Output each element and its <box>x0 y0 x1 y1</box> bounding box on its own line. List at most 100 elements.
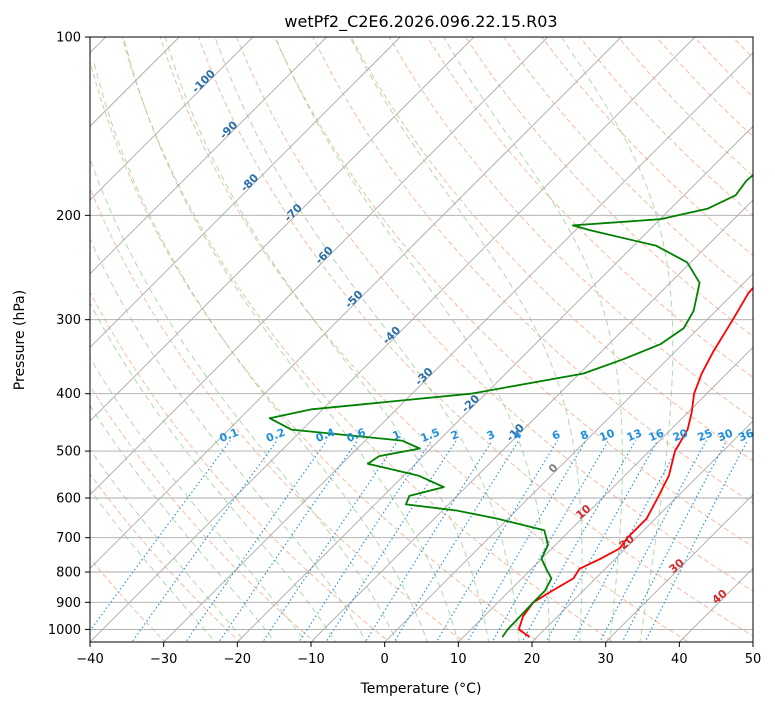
isotherm <box>236 125 753 642</box>
mixing-ratio-label: 0.1 <box>218 426 241 445</box>
mixing-ratio-label: 1.5 <box>419 426 442 445</box>
moist-adiabat <box>90 157 398 642</box>
x-tick-label: 20 <box>524 652 541 667</box>
dry-adiabat <box>655 37 753 138</box>
moist-adiabat <box>214 37 520 642</box>
isotherm <box>384 273 753 642</box>
y-axis-label: Pressure (hPa) <box>12 290 28 390</box>
y-tick-label: 900 <box>56 596 81 611</box>
y-tick-label: 700 <box>56 531 81 546</box>
mixing-ratio-label: 10 <box>598 426 617 444</box>
isotherm <box>163 52 753 642</box>
dry-adiabat <box>159 37 690 642</box>
mixing-ratio-label: 0.6 <box>345 426 368 445</box>
mixing-ratio-label: 20 <box>671 426 690 444</box>
moist-adiabat <box>443 37 623 642</box>
moist-adiabat <box>90 404 276 642</box>
mixing-ratio-label: 1 <box>391 428 403 443</box>
dry-adiabat <box>312 37 753 505</box>
moist-adiabat <box>90 237 367 642</box>
dry-adiabat <box>90 186 465 642</box>
isotherm-label: -100 <box>189 67 218 96</box>
y-tick-label: 400 <box>56 387 81 402</box>
moist-adiabat <box>90 356 307 642</box>
dry-adiabat <box>236 37 753 592</box>
temperature-profile <box>517 286 753 638</box>
y-tick-label: 800 <box>56 566 81 581</box>
moist-adiabat <box>90 488 216 642</box>
dry-adiabat <box>90 59 540 642</box>
isotherm <box>531 420 753 642</box>
x-tick-label: −30 <box>150 652 177 667</box>
mixing-ratio-line <box>262 440 399 642</box>
mixing-ratio-label: 0.4 <box>314 426 337 445</box>
mixing-ratio-line <box>545 440 659 642</box>
mixing-ratio-line <box>491 440 609 642</box>
dewpoint-profile <box>268 173 753 638</box>
dry-adiabat <box>541 37 753 257</box>
isotherm <box>457 346 753 642</box>
chart-title: wetPf2_C2E6.2026.096.22.15.R03 <box>284 12 557 32</box>
isotherm <box>90 37 180 127</box>
isotherm-label: -30 <box>412 365 435 388</box>
y-tick-label: 300 <box>56 313 81 328</box>
dry-adiabat <box>426 37 753 379</box>
dry-adiabat <box>617 37 753 177</box>
isotherm <box>605 494 753 642</box>
x-tick-label: −10 <box>297 652 324 667</box>
dry-adiabat <box>90 472 241 642</box>
mixing-ratio-label: 13 <box>625 426 644 444</box>
moist-adiabat <box>349 37 583 642</box>
isotherm <box>310 199 753 642</box>
dry-adiabat <box>465 37 753 338</box>
mixing-ratio-line <box>298 440 432 642</box>
isotherm-label: -80 <box>238 171 261 194</box>
isotherm <box>90 37 549 496</box>
dry-adiabat <box>388 37 753 420</box>
isotherm <box>90 37 254 201</box>
mixing-ratio-label: 6 <box>550 428 562 443</box>
y-axis: 100 200 300 400 500 600 700 800 900 1000 <box>48 31 90 638</box>
isotherm-label: -70 <box>282 201 305 224</box>
mixing-ratio-line <box>90 440 231 632</box>
moist-adiabat <box>90 448 246 642</box>
isotherm <box>90 37 622 570</box>
mixing-ratio-label: 8 <box>579 428 591 443</box>
mixing-ratio-label: 16 <box>647 426 666 444</box>
dry-adiabat <box>732 37 753 59</box>
mixing-ratio-line <box>218 440 358 642</box>
mixing-ratio-line <box>621 440 728 642</box>
moist-adiabat <box>93 61 429 642</box>
isotherm-label: -50 <box>342 288 365 311</box>
y-tick-label: 600 <box>56 492 81 507</box>
x-tick-label: 0 <box>381 652 389 667</box>
dry-adiabat <box>693 37 753 98</box>
dry-adiabat <box>90 291 391 642</box>
x-axis-label: Temperature (°C) <box>360 681 482 697</box>
mixing-ratio-label: 3 <box>485 428 497 443</box>
isotherm-label: -60 <box>313 244 336 267</box>
x-tick-label: −20 <box>224 652 251 667</box>
mixing-ratio-line <box>572 440 683 642</box>
mixing-ratio-label: 2 <box>449 428 461 443</box>
dry-adiabat <box>90 557 167 642</box>
x-tick-label: 50 <box>745 652 762 667</box>
mixing-ratio-label: 25 <box>695 426 714 444</box>
x-axis: −40 −30 −20 −10 0 10 20 30 40 50 <box>76 642 761 667</box>
isotherm-label: -40 <box>380 324 403 347</box>
isotherm <box>90 37 328 275</box>
isotherm <box>90 37 696 642</box>
x-tick-label: 30 <box>597 652 614 667</box>
mixing-ratio-line <box>521 440 637 642</box>
y-tick-label: 100 <box>56 31 81 46</box>
mixing-ratio-label: 0.2 <box>264 426 287 445</box>
mixing-ratio-label: 36 <box>737 426 756 444</box>
x-tick-label: 40 <box>671 652 688 667</box>
mixing-ratio-line <box>131 440 278 642</box>
isotherm-label: -90 <box>217 118 240 141</box>
plot-frame <box>89 36 754 643</box>
x-tick-label: 10 <box>450 652 467 667</box>
dry-adiabat <box>503 37 753 297</box>
mixing-ratio-line <box>325 440 457 642</box>
